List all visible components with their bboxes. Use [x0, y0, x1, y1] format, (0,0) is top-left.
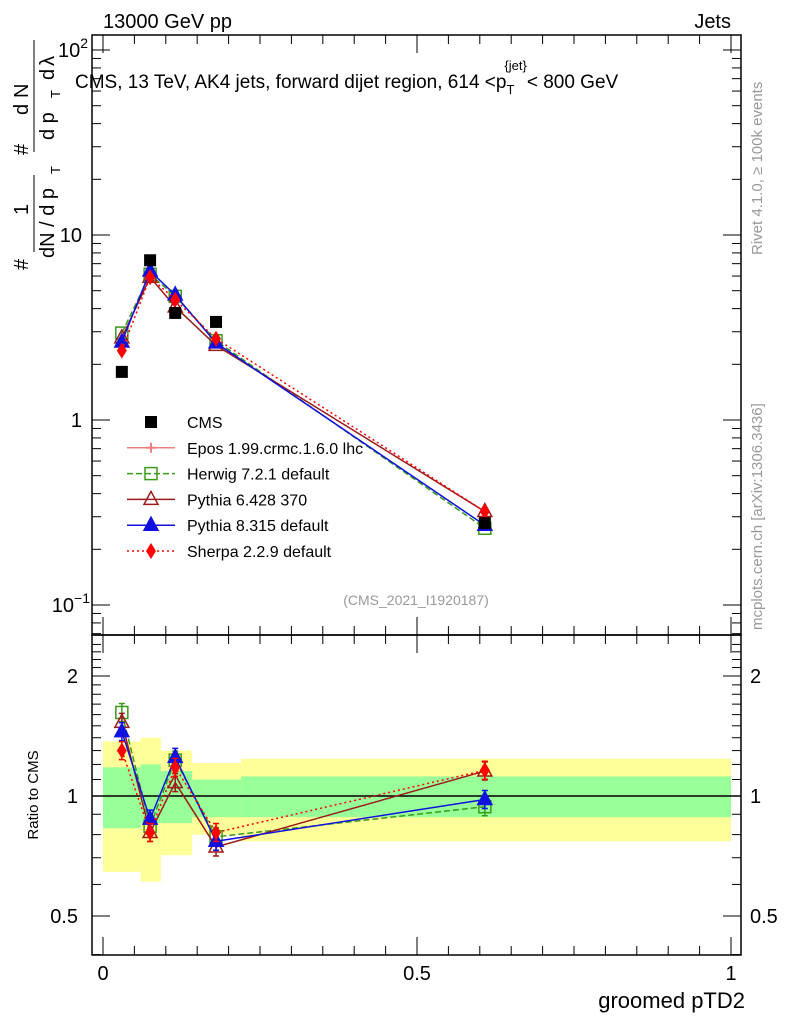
ratio-band-inner [192, 779, 242, 818]
side-mcplots: mcplots.cern.ch [arXiv:1306.3436] [749, 403, 766, 630]
ratio-band-inner [140, 764, 161, 824]
header-right: Jets [694, 11, 731, 33]
ratio-tick-label-right: 2 [750, 666, 761, 688]
legend-marker [142, 489, 160, 506]
ratio-tick-label-right: 1 [750, 786, 761, 808]
x-tick-label: 1 [725, 963, 736, 985]
x-axis-label: groomed pTD2 [598, 988, 745, 1013]
ylabel-dp: d p [37, 112, 59, 140]
series-line-sherpa-4 [121, 275, 486, 513]
analysis-label: (CMS_2021_I1920187) [343, 592, 489, 608]
legend-marker [144, 466, 158, 481]
legend-marker [146, 543, 156, 559]
legend-label: Herwig 7.2.1 default [187, 467, 330, 484]
point-sherpa-4 [116, 342, 127, 359]
data-point-cms [169, 306, 182, 319]
legend-label: Pythia 8.315 default [187, 518, 329, 535]
legend: CMS Epos 1.99.crmc.1.6.0 lhc Herwig 7.2.1 … [127, 415, 363, 561]
ratio-tick-label: 2 [67, 666, 78, 688]
header-left: 13000 GeV pp [103, 11, 232, 33]
axes: 102 10 1 10−1 2 2 1 1 0.5 0.5 0 0.5 1 [50, 34, 778, 985]
y-axis-label: # 1 dN / d p T # d N d p T d λ [11, 40, 63, 270]
ylabel-n: N [11, 84, 33, 98]
marks [113, 254, 494, 857]
ylabel-one: 1 [11, 204, 33, 215]
ratio-point-sherpa-4 [145, 824, 156, 841]
ratio-point-pythia-3 [476, 789, 494, 806]
ratio-band-inner [103, 767, 141, 829]
ratio-point-sherpa-4 [479, 762, 490, 779]
ratio-band-inner [160, 771, 193, 824]
side-rivet: Rivet 4.1.0, ≥ 100k events [749, 82, 766, 255]
ratio-tick-label: 1 [67, 786, 78, 808]
ratio-point-pythia-2 [166, 773, 184, 789]
ylabel-t2: T [48, 90, 63, 98]
ratio-point-pythia-3 [113, 722, 131, 738]
x-tick-label: 0 [97, 963, 108, 985]
data-point-cms [115, 365, 128, 378]
ylabel-hash: # [11, 258, 33, 270]
ylabel-dl: d [37, 69, 59, 80]
y-tick-label: 10−1 [52, 590, 90, 617]
legend-marker [146, 442, 156, 453]
ratio-point-sherpa-4 [211, 824, 222, 841]
legend-label: Sherpa 2.2.9 default [187, 544, 332, 561]
ylabel-t: T [48, 166, 63, 174]
legend-label: Epos 1.99.crmc.1.6.0 lhc [187, 441, 363, 458]
point-sherpa-4 [211, 330, 222, 347]
data-point-cms [210, 315, 223, 328]
x-tick-label: 0.5 [403, 963, 431, 985]
legend-label: Pythia 6.428 370 [187, 492, 307, 509]
ylabel-hash2: # [11, 143, 33, 155]
ratio-tick-label: 0.5 [50, 906, 78, 928]
ylabel-d2n: d [11, 104, 33, 115]
ratio-bands [103, 737, 731, 882]
point-sherpa-4 [170, 291, 181, 308]
legend-marker [145, 416, 157, 428]
point-sherpa-4 [479, 503, 490, 520]
ratio-tick-label-right: 0.5 [750, 906, 778, 928]
plot-title: CMS, 13 TeV, AK4 jets, forward dijet reg… [75, 58, 619, 97]
ratio-point-sherpa-4 [116, 742, 127, 759]
data-point-cms [478, 517, 491, 530]
y-tick-label: 10 [60, 225, 82, 247]
legend-label: CMS [187, 415, 223, 432]
ratio-ylabel: Ratio to CMS [25, 750, 42, 839]
y-tick-label: 102 [58, 35, 88, 62]
point-sherpa-4 [145, 269, 156, 286]
legend-marker [142, 515, 160, 531]
ratio-point-sherpa-4 [170, 759, 181, 776]
ylabel-lambda: λ [37, 56, 59, 66]
y-tick-label: 1 [71, 410, 82, 432]
data-point-cms [144, 254, 157, 267]
ylabel-dn: dN / d p [37, 188, 59, 258]
